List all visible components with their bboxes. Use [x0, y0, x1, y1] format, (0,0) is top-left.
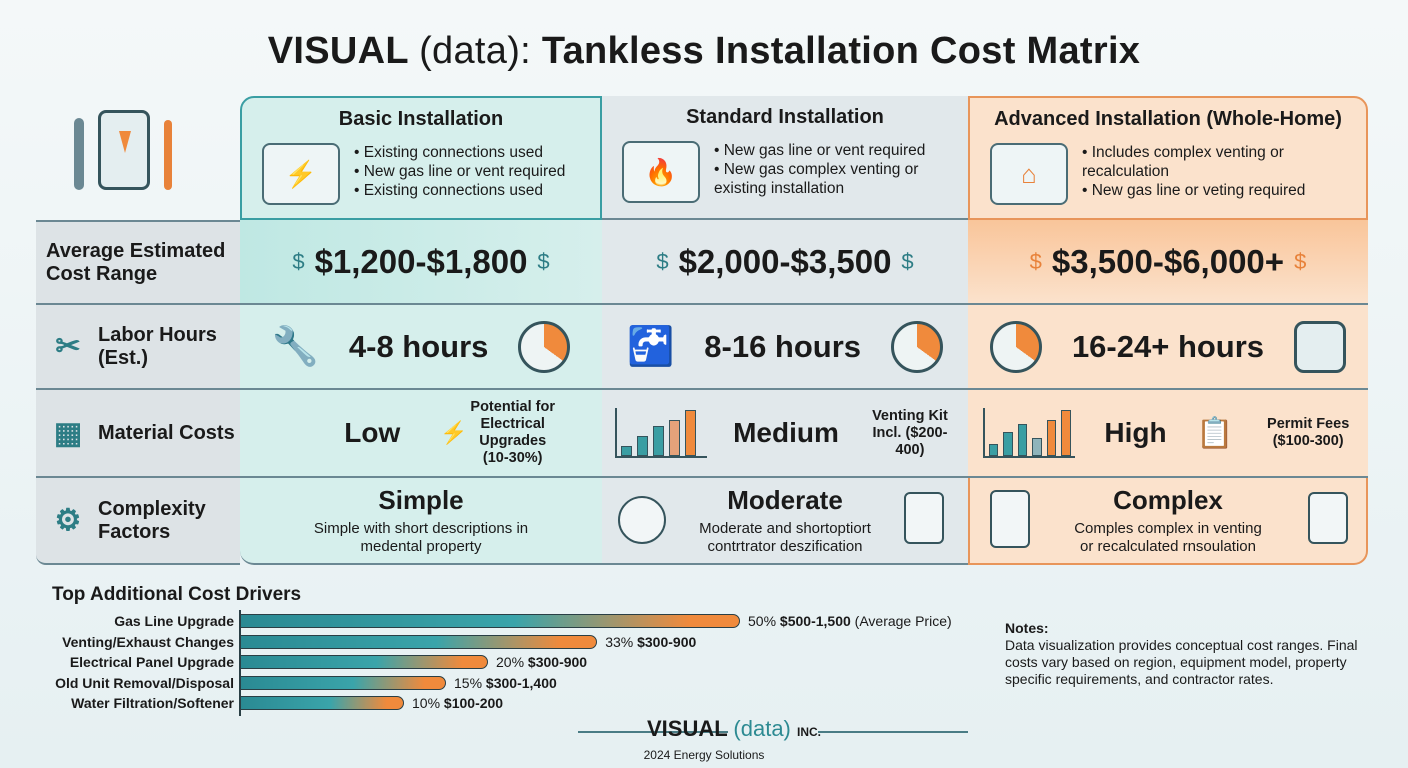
- header-advanced: Advanced Installation (Whole-Home)⌂Inclu…: [968, 96, 1368, 220]
- water-heater-icon: [98, 110, 150, 190]
- money-bag-icon: $: [292, 248, 305, 274]
- price-basic: $ $1,200-$1,800 $: [240, 220, 602, 305]
- house-icon: ⌂: [990, 143, 1068, 205]
- bar-value-label: 50% $500-1,500 (Average Price): [748, 613, 952, 629]
- bar-chart-icon: [982, 408, 1075, 458]
- clipboard-icon: 📋: [1196, 416, 1234, 450]
- lightning-icon: [119, 131, 131, 153]
- money-bag-icon: $: [656, 248, 669, 274]
- divider: [818, 731, 968, 733]
- footer-subtitle: 2024 Energy Solutions: [643, 748, 765, 762]
- meter-icon: [1294, 320, 1347, 373]
- heater-icon: ⚡: [262, 143, 340, 205]
- row-label-complexity: ⚙ Complexity Factors: [36, 478, 240, 565]
- gear-icon: ⚙: [54, 504, 82, 537]
- meter-icon: [618, 496, 666, 544]
- bricks-icon: ▦: [53, 416, 83, 450]
- money-bag-icon: $: [1294, 248, 1307, 274]
- heater-icon: [904, 492, 944, 544]
- bar-value-label: 20% $300-900: [496, 654, 588, 670]
- price-advanced: $ $3,500-$6,000+ $: [968, 220, 1368, 305]
- bar-label: Electrical Panel Upgrade: [69, 654, 234, 670]
- bar-value-label: 15% $300-1,400: [454, 674, 557, 691]
- money-bag-icon: $: [901, 248, 914, 274]
- bar-label: Gas Line Upgrade: [114, 613, 234, 629]
- bar: [240, 655, 488, 669]
- complexity-basic: Simple Simple with short descriptions in …: [240, 478, 602, 565]
- torch-icon: [164, 120, 172, 190]
- row-label-cost: Average Estimated Cost Range: [36, 220, 240, 305]
- bar-label: Old Unit Removal/Disposal: [55, 674, 234, 691]
- clipboard-icon: [990, 490, 1030, 548]
- price-standard: $ $2,000-$3,500 $: [602, 220, 968, 305]
- bar: [240, 634, 598, 649]
- clock-icon: [518, 320, 571, 373]
- page-title: VISUAL (data): Tankless Installation Cos…: [267, 30, 1141, 72]
- clock-icon: [989, 320, 1042, 373]
- faucet-icon: 🚰: [626, 325, 675, 368]
- bar-label: Venting/Exhaust Changes: [62, 633, 234, 650]
- wrench-icon: 🔧: [271, 325, 319, 368]
- material-standard: Medium Venting Kit Incl. ($200-400): [602, 390, 968, 478]
- clock-icon: [891, 320, 944, 373]
- chart-title: Top Additional Cost Drivers: [52, 584, 302, 605]
- header-standard: Standard Installation🔥New gas line or ve…: [602, 96, 968, 220]
- bar: [240, 614, 740, 628]
- tools-icon: ✂: [55, 330, 81, 363]
- bar-chart-icon: [615, 408, 708, 458]
- lightning-icon: ⚡: [440, 420, 468, 445]
- bar: [240, 675, 446, 690]
- hours-basic: 🔧 4-8 hours: [240, 305, 602, 390]
- header-basic: Basic Installation⚡Existing connections …: [240, 96, 602, 220]
- row-label-material: ▦ Material Costs: [36, 390, 240, 478]
- hours-advanced: 16-24+ hours: [968, 305, 1368, 390]
- heater-icon: [1308, 492, 1348, 544]
- divider: [578, 731, 728, 733]
- material-advanced: High 📋 Permit Fees ($100-300): [968, 390, 1368, 478]
- money-bag-icon: $: [1029, 248, 1042, 274]
- wrench-icon: [74, 118, 84, 190]
- row-label-labor: ✂ Labor Hours (Est.): [36, 305, 240, 390]
- gas-pipe-icon: 🔥: [622, 141, 700, 203]
- money-bag-icon: $: [537, 248, 550, 274]
- notes: Notes: Data visualization provides concep…: [1005, 620, 1358, 687]
- bar: [240, 696, 404, 710]
- material-basic: Low ⚡ Potential for Electrical Upgrades (1…: [240, 390, 602, 478]
- complexity-advanced: Complex Comples complex in venting or rec…: [968, 478, 1368, 565]
- bar-value-label: 33% $300-900: [605, 633, 697, 650]
- bar-value-label: 10% $100-200: [412, 695, 504, 711]
- hours-standard: 🚰 8-16 hours: [602, 305, 968, 390]
- bar-label: Water Filtration/Softener: [71, 695, 234, 711]
